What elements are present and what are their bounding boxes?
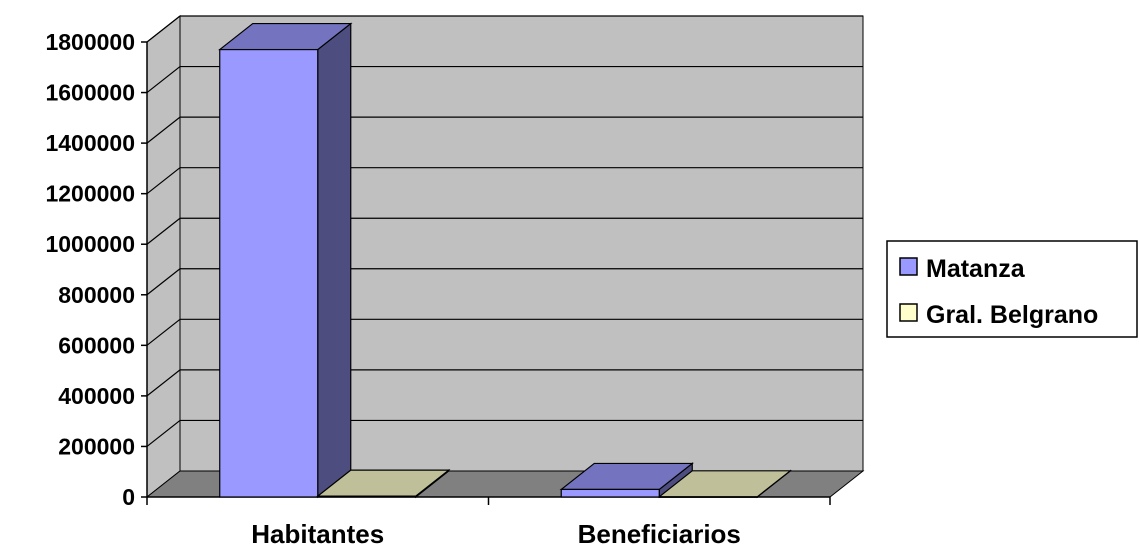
legend-label-matanza: Matanza	[926, 255, 1026, 283]
bar-habitantes-matanza	[218, 22, 353, 499]
legend: Matanza Gral. Belgrano	[886, 240, 1138, 338]
y-axis-ticks: 0 200000 400000 600000 800000 1000000 1200000 1…	[45, 29, 147, 510]
y-tick-label: 1600000	[45, 80, 135, 106]
y-tick-label: 1800000	[45, 29, 135, 55]
y-tick-label: 400000	[58, 383, 135, 409]
gridline-side	[146, 167, 181, 195]
y-tick-label: 600000	[58, 332, 135, 358]
gridline-side	[146, 116, 181, 144]
y-tick-label: 800000	[58, 282, 135, 308]
gridline-side	[146, 419, 181, 447]
y-tick-label: 0	[122, 484, 135, 510]
legend-swatch-gral-belgrano	[899, 303, 918, 322]
bar-side-face	[317, 22, 352, 499]
y-tick-label: 1000000	[45, 231, 135, 257]
legend-swatch-matanza	[899, 257, 918, 276]
legend-box	[886, 240, 1138, 338]
gridline-side	[146, 217, 181, 245]
legend-label-gral-belgrano: Gral. Belgrano	[926, 301, 1098, 329]
gridline-side	[146, 268, 181, 296]
y-tick-label: 200000	[58, 433, 135, 459]
gridline-side	[146, 66, 181, 94]
y-tick-label: 1400000	[45, 130, 135, 156]
x-category-label: Habitantes	[251, 519, 384, 549]
bar-front-face	[317, 495, 417, 498]
bar-beneficiarios-gral-belgrano	[657, 469, 792, 499]
gridline-side	[146, 15, 181, 43]
x-category-label: Beneficiarios	[578, 519, 741, 549]
gridline-side	[146, 369, 181, 397]
bars	[218, 22, 792, 499]
bar-front-face	[219, 48, 319, 498]
bar-front-face	[658, 496, 758, 498]
y-tick-label: 1200000	[45, 181, 135, 207]
gridline-side	[146, 318, 181, 346]
bar-front-face	[560, 488, 660, 498]
bar-habitantes-gral-belgrano	[316, 468, 451, 499]
bar-beneficiarios-matanza	[559, 462, 694, 499]
x-axis-categories: Habitantes Beneficiarios	[251, 519, 741, 549]
